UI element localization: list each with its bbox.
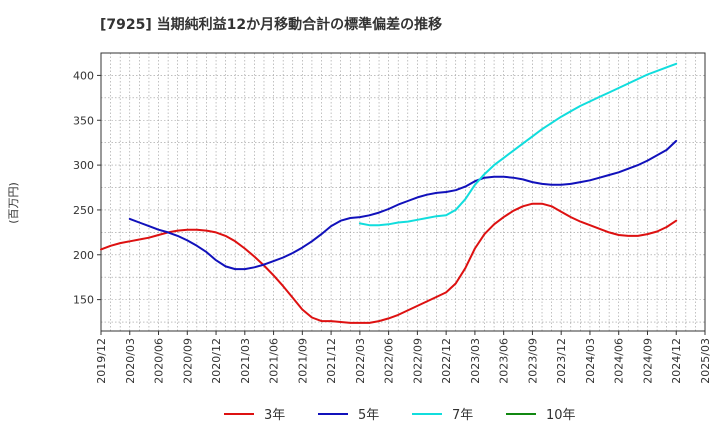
x-tick-label: 2020/03 [124,338,137,384]
x-tick-label: 2024/09 [641,338,654,384]
x-tick-label: 2024/12 [670,338,683,384]
plot-background [101,53,705,331]
x-tick-label: 2022/06 [383,338,396,384]
x-tick-label: 2022/03 [354,338,367,384]
legend-label-2: 7年 [452,408,473,423]
x-tick-label: 2019/12 [95,338,108,384]
series-line-0 [100,202,678,324]
x-tick-label: 2024/06 [613,338,626,384]
y-axis-label: (百万円) [7,182,20,224]
y-tick-label: 150 [73,294,94,307]
series-line-1 [128,139,678,271]
x-tick-label: 2024/03 [584,338,597,384]
y-axis-ticks: 150 200 250 300 350 400 [73,69,101,307]
legend-label-1: 5年 [358,408,379,423]
x-tick-label: 2023/06 [498,338,511,384]
y-tick-label: 350 [73,114,94,127]
y-tick-label: 300 [73,159,94,172]
x-tick-label: 2023/03 [469,338,482,384]
x-tick-label: 2021/12 [325,338,338,384]
x-tick-label: 2023/09 [526,338,539,384]
x-tick-label: 2020/09 [181,338,194,384]
plot-border [100,52,706,332]
y-tick-label: 200 [73,249,94,262]
series-lines [100,62,678,324]
x-tick-label: 2022/09 [411,338,424,384]
y-tick-label: 400 [73,69,94,82]
x-tick-label: 2020/12 [210,338,223,384]
x-tick-label: 2020/06 [153,338,166,384]
x-tick-label: 2023/12 [555,338,568,384]
x-tick-label: 2021/09 [296,338,309,384]
y-tick-label: 250 [73,204,94,217]
x-tick-label: 2025/03 [699,338,712,384]
x-tick-label: 2021/03 [239,338,252,384]
legend-label-3: 10年 [546,408,576,423]
x-tick-label: 2022/12 [440,338,453,384]
legend-label-0: 3年 [264,408,285,423]
x-axis-ticks: 2019/12 2020/03 2020/06 2020/09 2020/12 2021/… [95,331,712,384]
plot-area [100,52,706,332]
x-tick-label: 2021/06 [268,338,281,384]
chart-title: [7925] 当期純利益12か月移動合計の標準偏差の推移 [100,16,442,33]
series-line-2 [358,62,678,227]
legend: 3年 5年 7年 10年 [224,408,576,423]
